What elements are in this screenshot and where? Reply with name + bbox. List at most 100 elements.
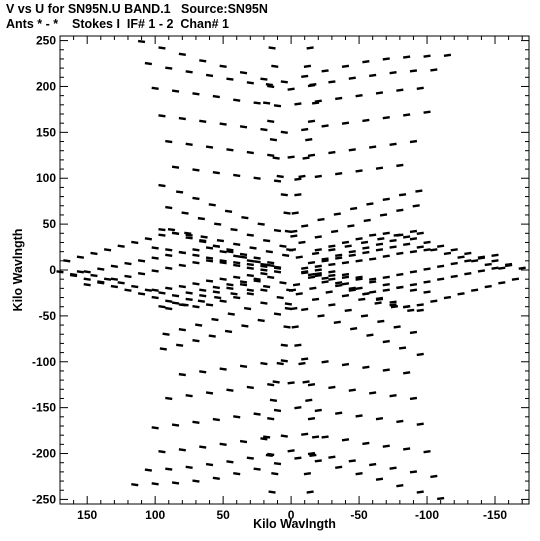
uv-point-conjugate — [291, 325, 299, 329]
uv-point — [253, 256, 261, 260]
uv-point-conjugate — [192, 305, 200, 309]
x-tick-label: 150 — [77, 508, 97, 522]
uv-point-conjugate — [314, 408, 322, 413]
uv-point-conjugate — [366, 333, 374, 337]
uv-point — [246, 150, 254, 155]
uv-point — [226, 77, 234, 81]
uv-point-conjugate — [375, 477, 384, 481]
uv-point — [382, 231, 390, 235]
uv-point-conjugate — [267, 452, 275, 457]
uv-point-conjugate — [280, 343, 288, 347]
uv-point-conjugate — [305, 398, 313, 402]
uv-point-conjugate — [416, 303, 424, 307]
uv-point — [314, 248, 322, 252]
uv-point-conjugate — [437, 264, 445, 269]
uv-point-conjugate — [362, 441, 370, 446]
uv-point — [233, 260, 241, 265]
uv-point — [192, 282, 200, 286]
uv-point — [233, 98, 241, 102]
uv-point-conjugate — [158, 291, 166, 295]
plot-title: V vs U for SN95N.U BAND.1 Source:SN95N — [6, 2, 268, 16]
uv-point — [200, 235, 208, 239]
uv-point-conjugate — [226, 388, 234, 392]
uv-point — [396, 88, 404, 92]
uv-point — [301, 127, 309, 132]
uv-point — [415, 189, 423, 193]
uv-point — [287, 155, 295, 159]
uv-point — [328, 150, 336, 155]
uv-point — [192, 248, 200, 252]
uv-point-conjugate — [233, 295, 241, 300]
uv-point-conjugate — [233, 472, 241, 476]
uv-point-conjugate — [362, 365, 370, 369]
uv-point — [239, 252, 248, 257]
uv-point — [171, 165, 180, 169]
uv-point — [348, 253, 356, 257]
y-tick-label: 50 — [43, 217, 57, 231]
uv-point-conjugate — [253, 467, 261, 471]
uv-point-conjugate — [307, 451, 316, 456]
uv-point — [280, 80, 288, 84]
y-tick-label: -200 — [32, 447, 56, 461]
uv-point — [233, 275, 241, 280]
uv-point-conjugate — [307, 275, 316, 280]
uv-point — [398, 193, 407, 197]
uv-point-conjugate — [398, 346, 407, 350]
uv-point — [307, 153, 316, 157]
uv-point-conjugate — [230, 292, 238, 296]
uv-point — [363, 218, 371, 223]
uv-point-conjugate — [131, 483, 139, 487]
uv-point-conjugate — [171, 294, 180, 298]
y-tick-label: -50 — [39, 309, 57, 323]
uv-point — [301, 224, 309, 228]
uv-point-conjugate — [307, 416, 316, 421]
uv-point-conjugate — [307, 272, 316, 277]
uv-point-conjugate — [144, 288, 152, 292]
uv-point-conjugate — [450, 274, 458, 279]
uv-point-conjugate — [358, 297, 366, 302]
uv-point — [366, 202, 374, 206]
uv-point — [175, 190, 184, 194]
uv-point-conjugate — [328, 262, 336, 267]
uv-point — [137, 271, 146, 276]
uv-point-conjugate — [257, 318, 265, 323]
uv-point-conjugate — [283, 325, 291, 329]
y-tick-label: 200 — [36, 79, 56, 93]
uv-point — [226, 248, 234, 252]
uv-point-conjugate — [295, 292, 303, 296]
uv-point-conjugate — [284, 302, 293, 306]
uv-point — [137, 259, 146, 263]
uv-point — [382, 197, 390, 202]
uv-point — [437, 244, 445, 248]
uv-point — [271, 64, 279, 68]
uv-point — [214, 222, 222, 226]
uv-point — [165, 205, 173, 210]
uv-point — [389, 245, 397, 249]
uv-point — [470, 259, 479, 263]
uv-point-conjugate — [301, 432, 309, 436]
uv-point — [239, 283, 248, 287]
uv-point-conjugate — [409, 288, 418, 292]
uv-point — [167, 227, 176, 232]
uv-point-conjugate — [403, 235, 411, 239]
uv-point — [321, 124, 329, 128]
uv-point — [224, 209, 233, 213]
uv-point-conjugate — [403, 305, 411, 309]
uv-point — [230, 227, 238, 232]
uv-point — [241, 216, 249, 220]
uv-point — [450, 248, 458, 252]
uv-point — [212, 171, 220, 175]
uv-point-conjugate — [246, 292, 254, 296]
uv-point-conjugate — [409, 270, 418, 274]
uv-point — [124, 261, 132, 266]
uv-point — [273, 104, 282, 108]
uv-point — [178, 116, 186, 121]
uv-point-conjugate — [423, 450, 431, 454]
uv-point-conjugate — [178, 372, 186, 377]
uv-point — [307, 83, 316, 88]
uv-point — [396, 233, 404, 237]
uv-point-conjugate — [403, 371, 411, 375]
uv-point — [226, 148, 234, 152]
uv-point-conjugate — [409, 470, 418, 474]
uv-point-conjugate — [171, 423, 180, 427]
